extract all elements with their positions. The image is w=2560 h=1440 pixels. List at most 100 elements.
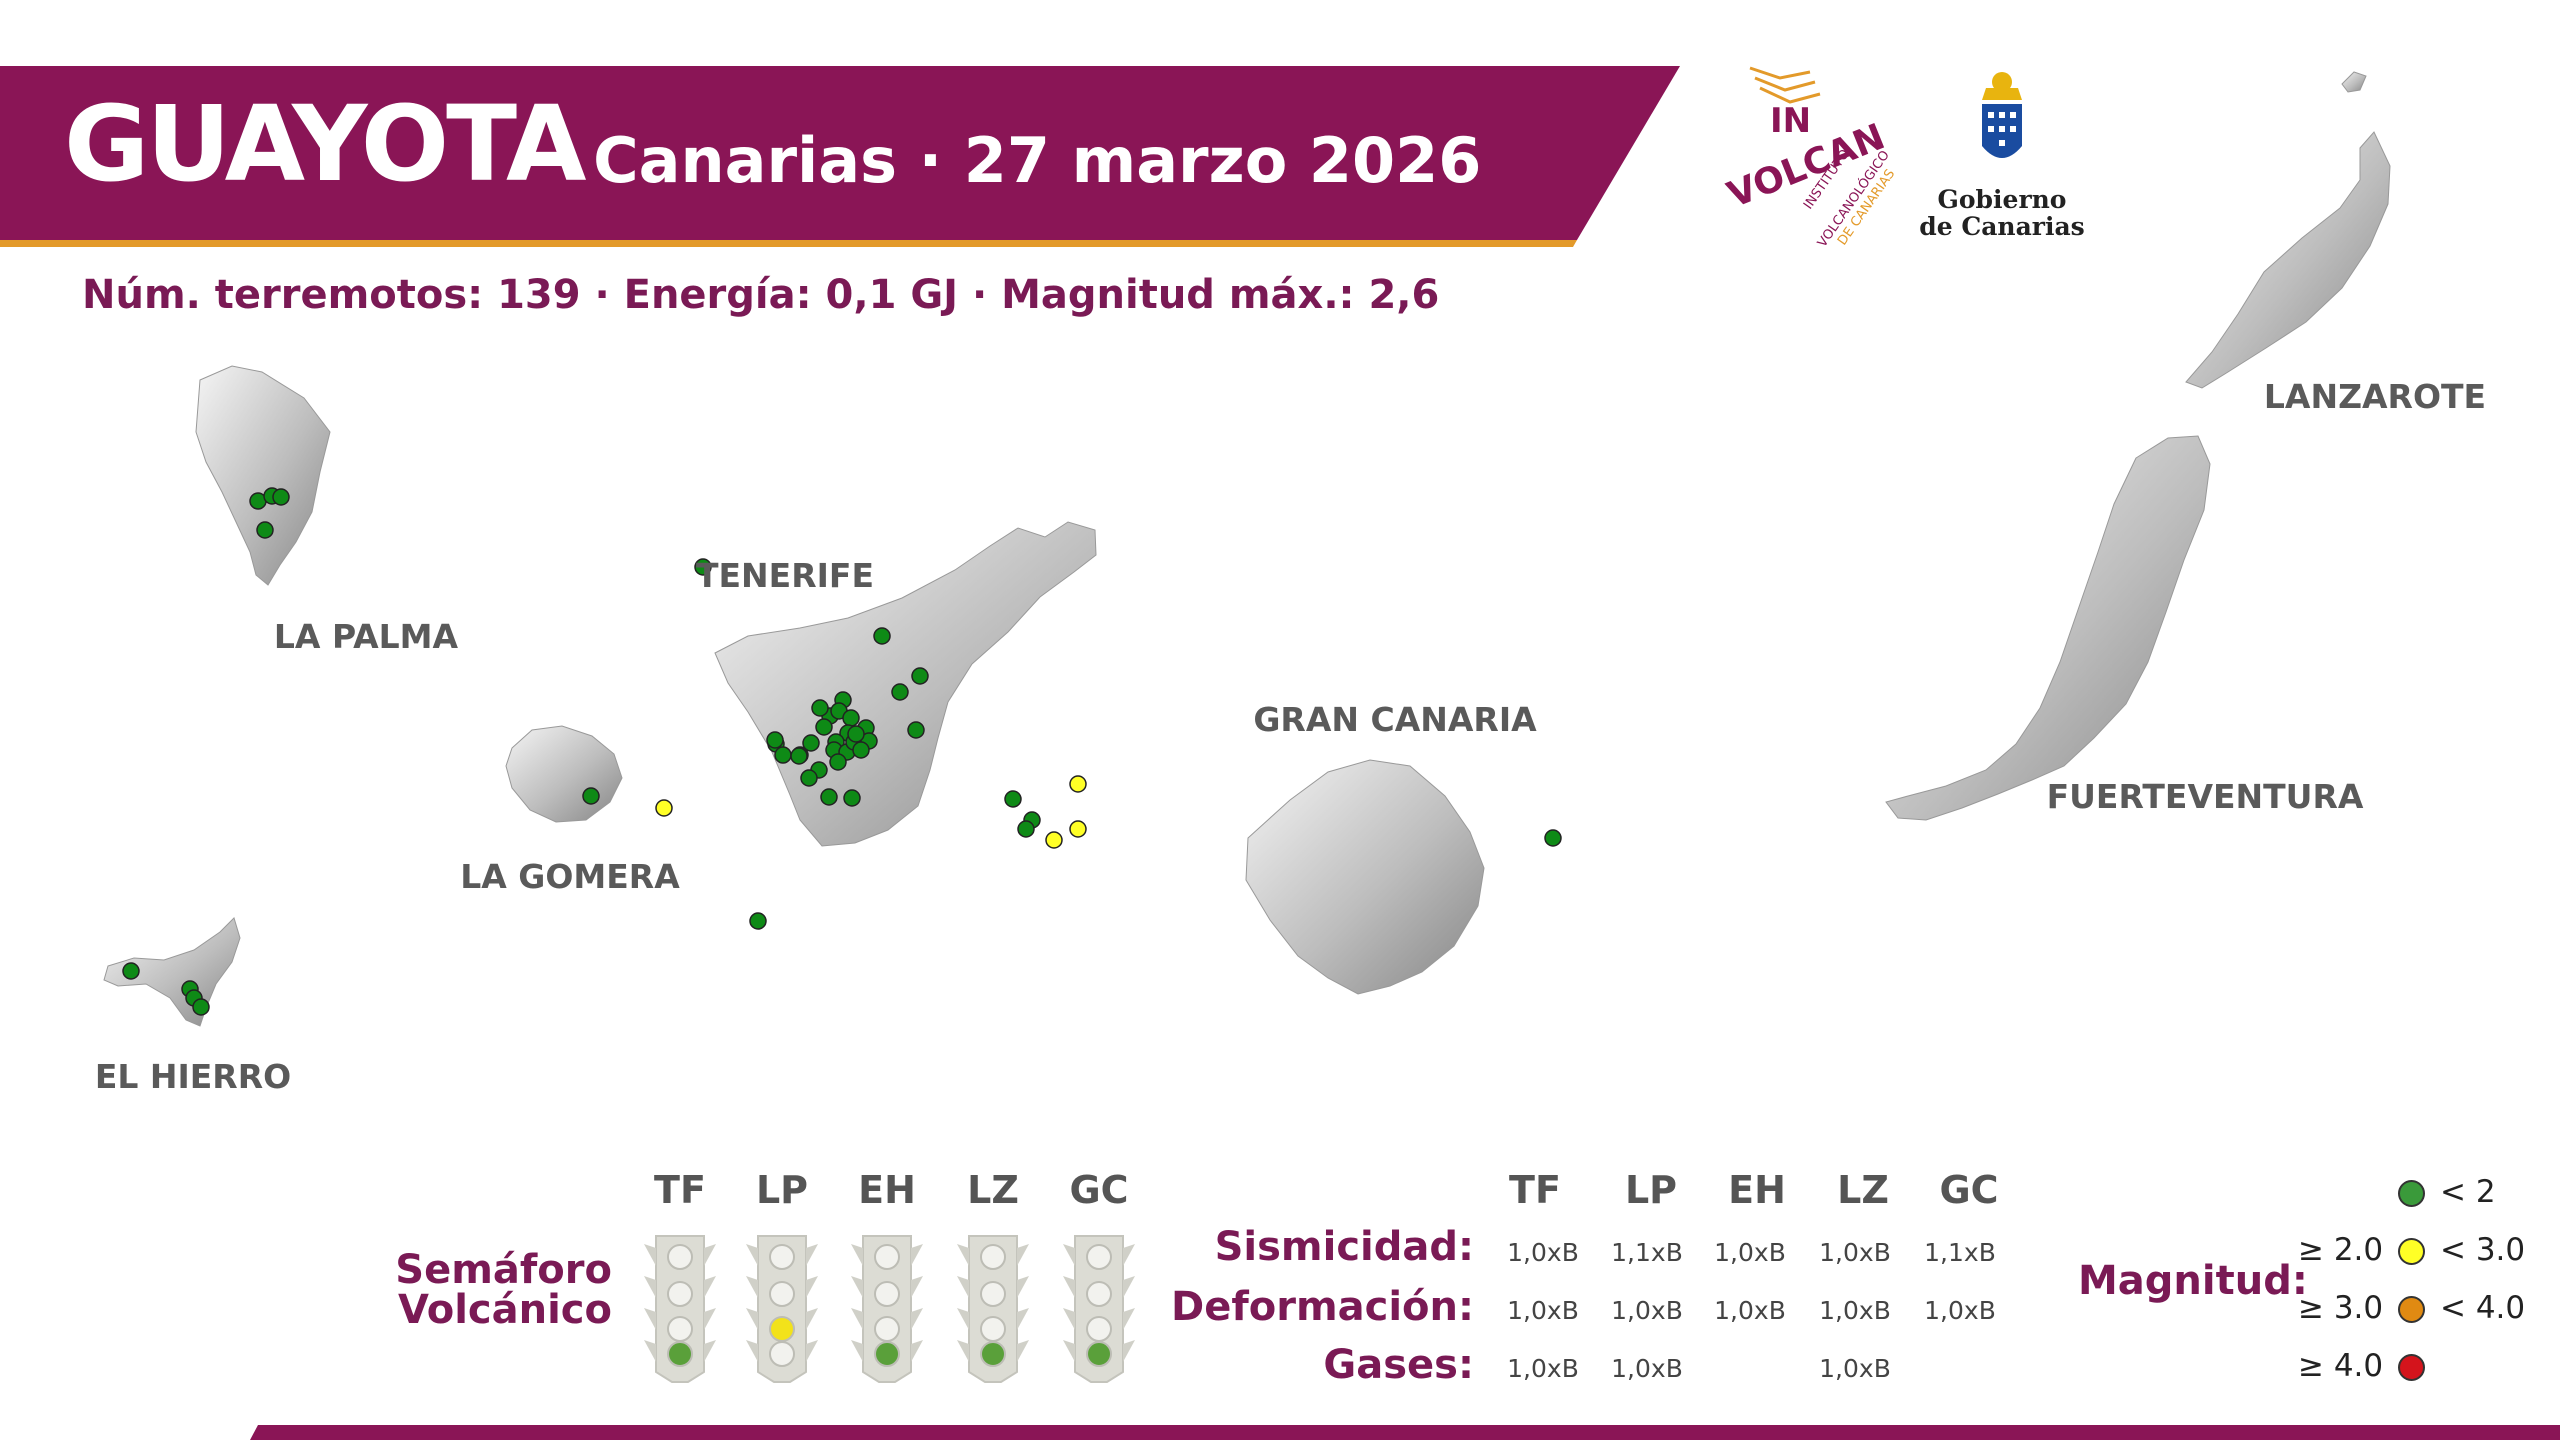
involcan-in-text: IN	[1770, 101, 1811, 141]
traffic-lamp	[1086, 1316, 1112, 1342]
traffic-lamp	[980, 1281, 1006, 1307]
earthquake-marker	[790, 747, 808, 765]
indicator-cell: 1,0xB	[1714, 1238, 1786, 1267]
label-la-gomera: LA GOMERA	[460, 857, 680, 896]
indicator-cell: 1,1xB	[1924, 1238, 1996, 1267]
earthquake-marker	[122, 962, 140, 980]
traffic-light-lz	[957, 1235, 1029, 1383]
legend-dot-green	[2398, 1180, 2425, 1207]
legend-right-0: < 2	[2440, 1174, 2496, 1210]
earthquake-marker	[829, 753, 847, 771]
traffic-lamp	[874, 1244, 900, 1270]
header-banner	[0, 66, 1680, 247]
traffic-lamp	[874, 1316, 900, 1342]
indicator-cell: 1,0xB	[1819, 1354, 1891, 1383]
earthquake-marker	[1069, 820, 1087, 838]
label-lanzarote: LANZAROTE	[2264, 377, 2486, 416]
island-fuerteventura	[1885, 435, 2211, 821]
earthquake-marker	[815, 718, 833, 736]
traffic-lamp	[874, 1341, 900, 1367]
earthquake-markers	[122, 487, 1562, 1016]
label-el-hierro: EL HIERRO	[95, 1057, 291, 1096]
gobierno-shield-icon	[1982, 72, 2022, 158]
indicator-col-gc: GC	[1939, 1168, 1999, 1212]
traffic-lamp	[980, 1244, 1006, 1270]
traffic-lamp	[1086, 1244, 1112, 1270]
indicator-cell: 1,0xB	[1611, 1354, 1683, 1383]
earthquake-marker	[1017, 820, 1035, 838]
gobierno-logo-text: Gobierno de Canarias	[1918, 186, 2086, 240]
indicator-col-tf: TF	[1509, 1168, 1561, 1212]
indicator-cell: 1,0xB	[1611, 1296, 1683, 1325]
indicator-row-deformacion: Deformación:	[1171, 1284, 1474, 1330]
semaforo-col-tf: TF	[654, 1168, 706, 1212]
traffic-lamp	[980, 1341, 1006, 1367]
indicator-cell: 1,0xB	[1819, 1296, 1891, 1325]
semaforo-title: Semáforo Volcánico	[380, 1250, 612, 1330]
earthquake-marker	[911, 667, 929, 685]
indicator-cell: 1,1xB	[1611, 1238, 1683, 1267]
earthquake-marker	[873, 627, 891, 645]
traffic-lamp	[769, 1281, 795, 1307]
earthquake-marker	[843, 789, 861, 807]
legend-right-1: < 3.0	[2440, 1232, 2526, 1268]
earthquake-marker	[694, 558, 712, 576]
semaforo-col-lz: LZ	[967, 1168, 1019, 1212]
earthquake-marker	[1045, 831, 1063, 849]
island-la-palma	[195, 365, 331, 586]
legend-dot-red	[2398, 1354, 2425, 1381]
page-subtitle: · Canarias · 27 marzo 2026	[548, 124, 1482, 197]
semaforo-title-line2: Volcánico	[397, 1287, 612, 1333]
indicator-cell: 1,0xB	[1714, 1296, 1786, 1325]
earthquake-marker	[655, 799, 673, 817]
indicator-col-eh: EH	[1728, 1168, 1786, 1212]
traffic-light-tf	[644, 1235, 716, 1383]
label-tenerife: TENERIFE	[696, 556, 874, 595]
traffic-lamp	[769, 1341, 795, 1367]
traffic-light-eh	[851, 1235, 923, 1383]
indicator-cell: 1,0xB	[1819, 1238, 1891, 1267]
earthquake-marker	[256, 521, 274, 539]
traffic-lamp	[980, 1316, 1006, 1342]
traffic-light-gc	[1063, 1235, 1135, 1383]
earthquake-marker	[891, 683, 909, 701]
indicator-cell: 1,0xB	[1507, 1296, 1579, 1325]
gobierno-line2: de Canarias	[1919, 212, 2085, 241]
island-tenerife	[714, 521, 1097, 847]
legend-dot-yellow	[2398, 1238, 2425, 1265]
indicator-cell: 1,0xB	[1507, 1238, 1579, 1267]
page-title: GUAYOTA	[64, 83, 587, 205]
earthquake-marker	[820, 788, 838, 806]
legend-left-2: ≥ 3.0	[2298, 1290, 2384, 1326]
indicator-cell: 1,0xB	[1924, 1296, 1996, 1325]
summary-stats: Núm. terremotos: 139 · Energía: 0,1 GJ ·…	[82, 272, 1440, 318]
legend-right-2: < 4.0	[2440, 1290, 2526, 1326]
traffic-lamp	[1086, 1281, 1112, 1307]
legend-title: Magnitud:	[2078, 1258, 2308, 1304]
earthquake-marker	[1544, 829, 1562, 847]
gobierno-line1: Gobierno	[1937, 185, 2067, 214]
traffic-lamp	[667, 1281, 693, 1307]
traffic-light-lp	[746, 1235, 818, 1383]
indicator-cell: 1,0xB	[1507, 1354, 1579, 1383]
earthquake-marker	[272, 488, 290, 506]
earthquake-marker	[907, 721, 925, 739]
indicator-col-lz: LZ	[1837, 1168, 1889, 1212]
earthquake-marker	[802, 734, 820, 752]
semaforo-col-eh: EH	[858, 1168, 916, 1212]
bottom-bar	[250, 1425, 2560, 1440]
traffic-lamp	[769, 1316, 795, 1342]
traffic-lamp	[667, 1341, 693, 1367]
semaforo-title-line1: Semáforo	[395, 1247, 612, 1293]
traffic-lamp	[667, 1244, 693, 1270]
semaforo-col-gc: GC	[1069, 1168, 1129, 1212]
island-la-graciosa	[2341, 71, 2367, 93]
legend-left-1: ≥ 2.0	[2298, 1232, 2384, 1268]
traffic-lamp	[874, 1281, 900, 1307]
indicator-row-gases: Gases:	[1323, 1342, 1474, 1388]
earthquake-marker	[811, 699, 829, 717]
earthquake-marker	[800, 769, 818, 787]
label-la-palma: LA PALMA	[274, 617, 459, 656]
